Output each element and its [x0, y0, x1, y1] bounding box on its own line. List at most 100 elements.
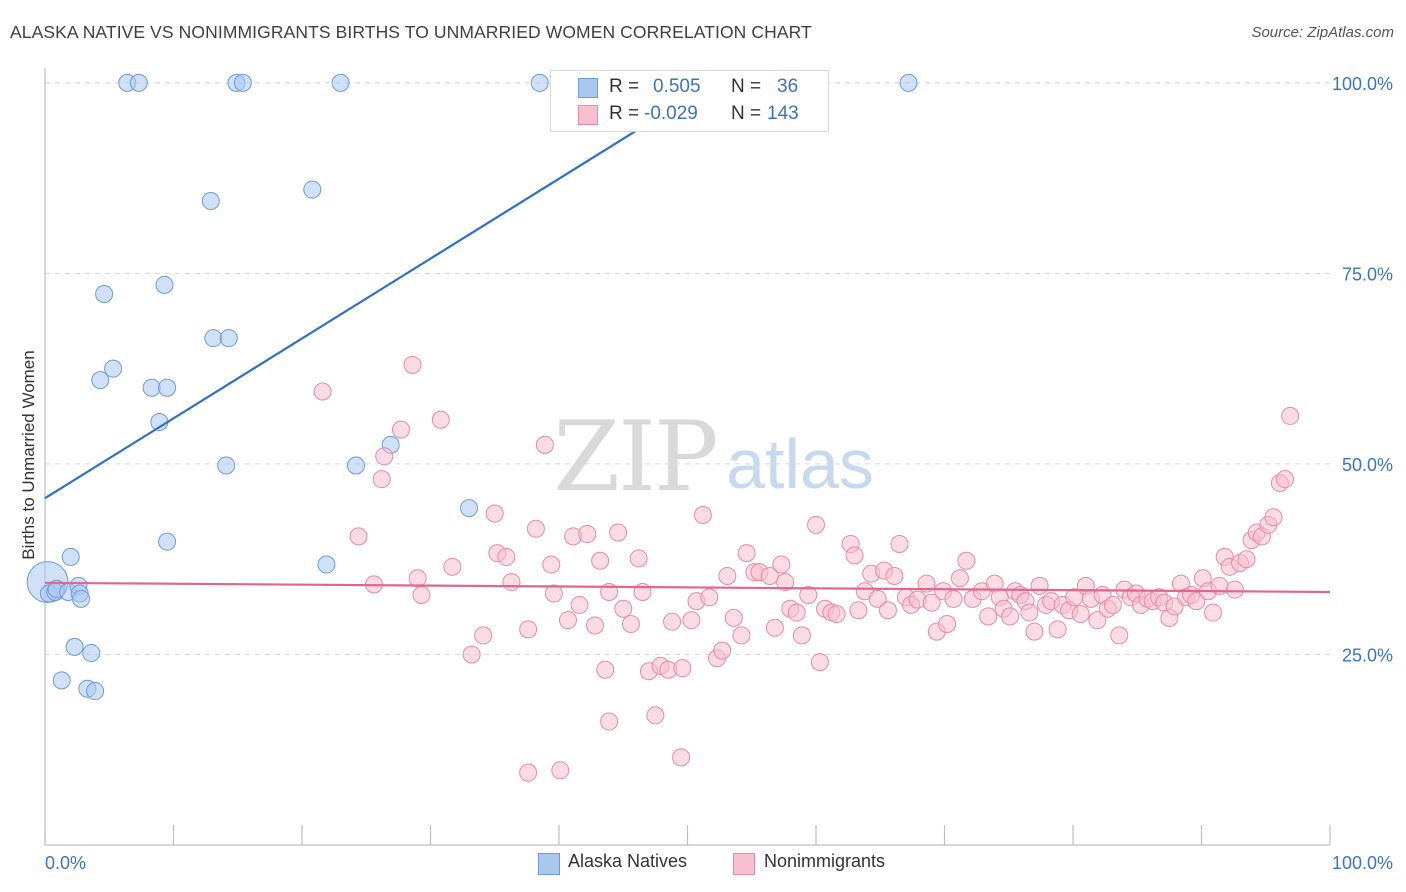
- nonimmigrant-point: [462, 645, 481, 664]
- nonimmigrant-point: [1103, 595, 1122, 614]
- nonimmigrant-point: [585, 616, 604, 635]
- bottom-legend-alaska: Alaska Natives: [568, 851, 688, 871]
- y-tick-label: 100.0%: [1332, 74, 1393, 94]
- alaska-point: [104, 359, 123, 378]
- alaska-point: [61, 547, 80, 566]
- nonimmigrant-point: [917, 574, 936, 593]
- nonimmigrant-point: [950, 569, 969, 588]
- nonimmigrant-point: [673, 659, 692, 678]
- legend-swatch-alaska: [578, 78, 598, 98]
- n-label-nonimmigrants: N =: [731, 103, 762, 124]
- nonimmigrant-point: [1020, 603, 1039, 622]
- nonimmigrant-point: [313, 382, 332, 401]
- bottom-legend-swatch-nonimmigrants: [733, 853, 755, 875]
- nonimmigrant-point: [372, 470, 391, 489]
- nonimmigrant-point: [1025, 622, 1044, 641]
- nonimmigrant-point: [443, 557, 462, 576]
- nonimmigrant-point: [629, 549, 648, 568]
- source-label: Source: ZipAtlas.com: [1251, 24, 1394, 41]
- alaska-point: [204, 329, 223, 348]
- watermark-atlas: atlas: [726, 425, 874, 503]
- nonimmigrant-point: [551, 761, 570, 780]
- chart-title: ALASKA NATIVE VS NONIMMIGRANTS BIRTHS TO…: [10, 22, 812, 42]
- watermark-zip: ZIP: [553, 401, 716, 513]
- n-label-alaska: N =: [731, 76, 762, 97]
- nonimmigrant-point: [878, 601, 897, 620]
- nonimmigrant-point: [558, 611, 577, 630]
- trend-lines: [44, 81, 1331, 594]
- alaska-point: [65, 637, 84, 656]
- r-label-nonimmigrants: R =: [609, 103, 640, 124]
- nonimmigrant-point: [535, 435, 554, 454]
- nonimmigrant-point: [1276, 470, 1295, 489]
- legend-swatch-nonimmigrants: [578, 105, 598, 125]
- nonimmigrant-point: [1281, 406, 1300, 425]
- r-value-alaska: 0.505: [653, 76, 701, 97]
- nonimmigrant-point: [1187, 592, 1206, 611]
- alaska-point: [158, 378, 177, 397]
- nonimmigrant-point: [787, 603, 806, 622]
- nonimmigrant-point: [519, 620, 538, 639]
- alaska-point: [201, 191, 220, 210]
- nonimmigrant-point: [600, 712, 619, 731]
- nonimmigrant-point: [621, 614, 640, 633]
- grid-lines: [45, 82, 1330, 655]
- alaska-point: [95, 284, 114, 303]
- alaska-point: [52, 671, 71, 690]
- nonimmigrant-point: [497, 547, 516, 566]
- nonimmigrant-point: [1030, 576, 1049, 595]
- alaska-point: [219, 329, 238, 348]
- nonimmigrant-point: [713, 641, 732, 660]
- nonimmigrant-point: [799, 586, 818, 605]
- nonimmigrant-point: [845, 546, 864, 565]
- alaska-point: [346, 456, 365, 475]
- alaska-point: [142, 378, 161, 397]
- nonimmigrant-point: [944, 589, 963, 608]
- nonimmigrant-point: [375, 447, 394, 466]
- alaska-point: [530, 73, 549, 92]
- nonimmigrant-point: [544, 584, 563, 603]
- r-value-nonimmigrants: -0.029: [644, 103, 698, 124]
- alaska-point: [155, 275, 174, 294]
- bottom-legend-swatch-alaska: [538, 853, 560, 875]
- nonimmigrant-point: [737, 544, 756, 563]
- alaska-point: [158, 532, 177, 551]
- tick-labels: 25.0% 50.0% 75.0% 100.0% 0.0% 100.0%: [45, 74, 1393, 873]
- alaska-trend-line: [44, 81, 714, 500]
- nonimmigrant-point: [1204, 603, 1223, 622]
- nonimmigrant-point: [732, 626, 751, 645]
- nonimmigrant-point: [474, 626, 493, 645]
- nonimmigrant-point: [570, 595, 589, 614]
- nonimmigrant-point: [412, 586, 431, 605]
- watermark: ZIP atlas: [553, 401, 874, 513]
- alaska-point: [91, 371, 110, 390]
- nonimmigrant-point: [938, 614, 957, 633]
- x-tick-label: 0.0%: [45, 853, 86, 873]
- nonimmigrant-point: [810, 653, 829, 672]
- nonimmigrant-point: [614, 599, 633, 618]
- alaska-point: [71, 589, 90, 608]
- nonimmigrant-point: [672, 748, 691, 767]
- nonimmigrant-point: [1237, 550, 1256, 569]
- y-tick-label: 25.0%: [1342, 645, 1393, 665]
- nonimmigrant-point: [391, 420, 410, 439]
- stats-legend: R = 0.505 N = 36 R = -0.029 N = 143: [550, 70, 829, 132]
- y-tick-label: 50.0%: [1342, 455, 1393, 475]
- nonimmigrant-point: [485, 504, 504, 523]
- n-value-alaska: 36: [777, 76, 799, 97]
- x-tick-label: 100.0%: [1332, 853, 1393, 873]
- nonimmigrant-point: [526, 519, 545, 538]
- nonimmigrant-point: [1071, 605, 1090, 624]
- nonimmigrant-point: [792, 626, 811, 645]
- nonimmigrant-point: [772, 555, 791, 574]
- alaska-point: [129, 73, 148, 92]
- y-axis-label: Births to Unmarried Women: [19, 350, 38, 559]
- nonimmigrant-point: [724, 608, 743, 627]
- nonimmigrant-point: [596, 660, 615, 679]
- nonimmigrant-point: [403, 355, 422, 374]
- nonimmigrant-point: [578, 525, 597, 544]
- alaska-point: [331, 73, 350, 92]
- nonimmigrant-point: [718, 566, 737, 585]
- nonimmigrant-point: [1001, 607, 1020, 626]
- bottom-legend-nonimmigrants: Nonimmigrants: [764, 851, 886, 871]
